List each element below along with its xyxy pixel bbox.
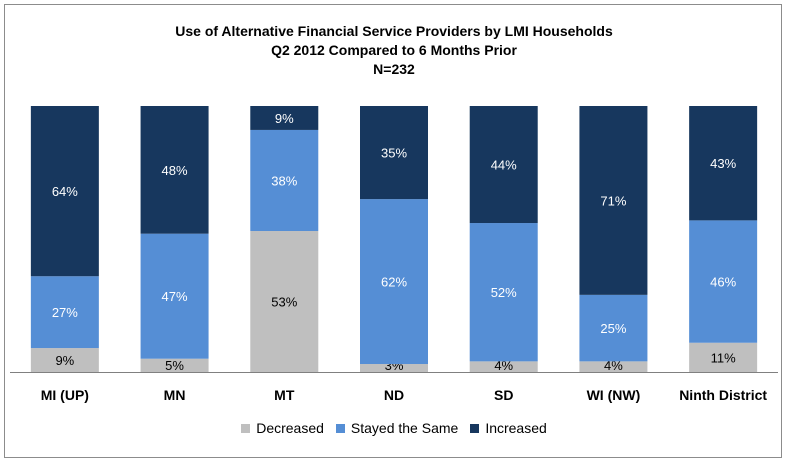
- data-label-stayed-the-same-nd: 62%: [381, 275, 407, 290]
- data-label-stayed-the-same-mt: 38%: [271, 173, 297, 188]
- bar-segment-decreased-ninth-district: [689, 342, 758, 372]
- bar-segment-decreased-mi-up: [30, 348, 99, 372]
- bar-segment-decreased-sd: [469, 361, 538, 372]
- legend-item-decreased: Decreased: [241, 420, 324, 436]
- bar-segment-increased-wi-nw: [579, 106, 648, 295]
- bar-segment-decreased-mn: [140, 358, 209, 372]
- bar-segment-increased-ninth-district: [689, 106, 758, 221]
- data-label-decreased-wi-nw: 4%: [604, 358, 623, 373]
- legend: Decreased Stayed the Same Increased: [0, 420, 788, 436]
- bar-segment-stayed-the-same-sd: [469, 223, 538, 362]
- legend-swatch-increased: [470, 423, 480, 433]
- bar-segment-stayed-the-same-ninth-district: [689, 220, 758, 343]
- data-label-stayed-the-same-mi-up: 27%: [52, 305, 78, 320]
- data-label-increased-mn: 48%: [162, 163, 188, 178]
- bar-segment-increased-mn: [140, 106, 209, 234]
- category-label-ninth-district: Ninth District: [679, 387, 767, 403]
- category-label-nd: ND: [384, 387, 404, 403]
- legend-label-increased: Increased: [485, 420, 547, 436]
- category-label-wi-nw: WI (NW): [587, 387, 641, 403]
- data-label-stayed-the-same-mn: 47%: [162, 289, 188, 304]
- data-label-increased-nd: 35%: [381, 146, 407, 161]
- bar-segment-stayed-the-same-nd: [360, 199, 428, 365]
- bar-segment-increased-mt: [250, 106, 319, 130]
- legend-item-stayed-the-same: Stayed the Same: [335, 420, 459, 436]
- data-label-decreased-sd: 4%: [494, 358, 513, 373]
- category-label-mn: MN: [164, 387, 186, 403]
- legend-label-stayed-the-same: Stayed the Same: [350, 420, 459, 436]
- bar-segment-stayed-the-same-mt: [250, 129, 319, 232]
- data-label-stayed-the-same-wi-nw: 25%: [600, 321, 626, 336]
- bar-segment-decreased-wi-nw: [579, 361, 648, 372]
- data-label-decreased-mi-up: 9%: [55, 353, 74, 368]
- data-label-increased-mi-up: 64%: [52, 184, 78, 199]
- legend-swatch-stayed-the-same: [335, 423, 345, 433]
- chart-title-line-3: N=232: [373, 61, 415, 77]
- data-label-decreased-mn: 5%: [165, 358, 184, 373]
- bar-segment-decreased-mt: [250, 231, 319, 372]
- data-label-increased-wi-nw: 71%: [600, 193, 626, 208]
- bar-segment-stayed-the-same-wi-nw: [579, 294, 648, 362]
- data-label-stayed-the-same-sd: 52%: [491, 285, 517, 300]
- data-label-increased-mt: 9%: [275, 111, 294, 126]
- bar-segment-increased-sd: [469, 106, 538, 224]
- chart-title-line-2: Q2 2012 Compared to 6 Months Prior: [271, 42, 517, 58]
- bar-segment-stayed-the-same-mn: [140, 233, 209, 359]
- data-label-increased-sd: 44%: [491, 158, 517, 173]
- data-label-increased-ninth-district: 43%: [710, 156, 736, 171]
- data-label-decreased-mt: 53%: [271, 295, 297, 310]
- category-label-mt: MT: [274, 387, 295, 403]
- chart-title: Use of Alternative Financial Service Pro…: [0, 22, 788, 79]
- legend-item-increased: Increased: [470, 420, 547, 436]
- bar-segment-stayed-the-same-mi-up: [30, 276, 99, 349]
- category-label-sd: SD: [494, 387, 513, 403]
- bar-segment-increased-nd: [360, 106, 428, 200]
- bar-segment-increased-mi-up: [30, 106, 99, 277]
- data-label-decreased-ninth-district: 11%: [711, 350, 736, 365]
- category-label-mi-up: MI (UP): [41, 387, 89, 403]
- legend-swatch-decreased: [241, 423, 251, 433]
- chart-title-line-1: Use of Alternative Financial Service Pro…: [175, 23, 613, 39]
- legend-label-decreased: Decreased: [256, 420, 324, 436]
- data-label-stayed-the-same-ninth-district: 46%: [710, 275, 736, 290]
- bar-segment-decreased-nd: [360, 364, 428, 372]
